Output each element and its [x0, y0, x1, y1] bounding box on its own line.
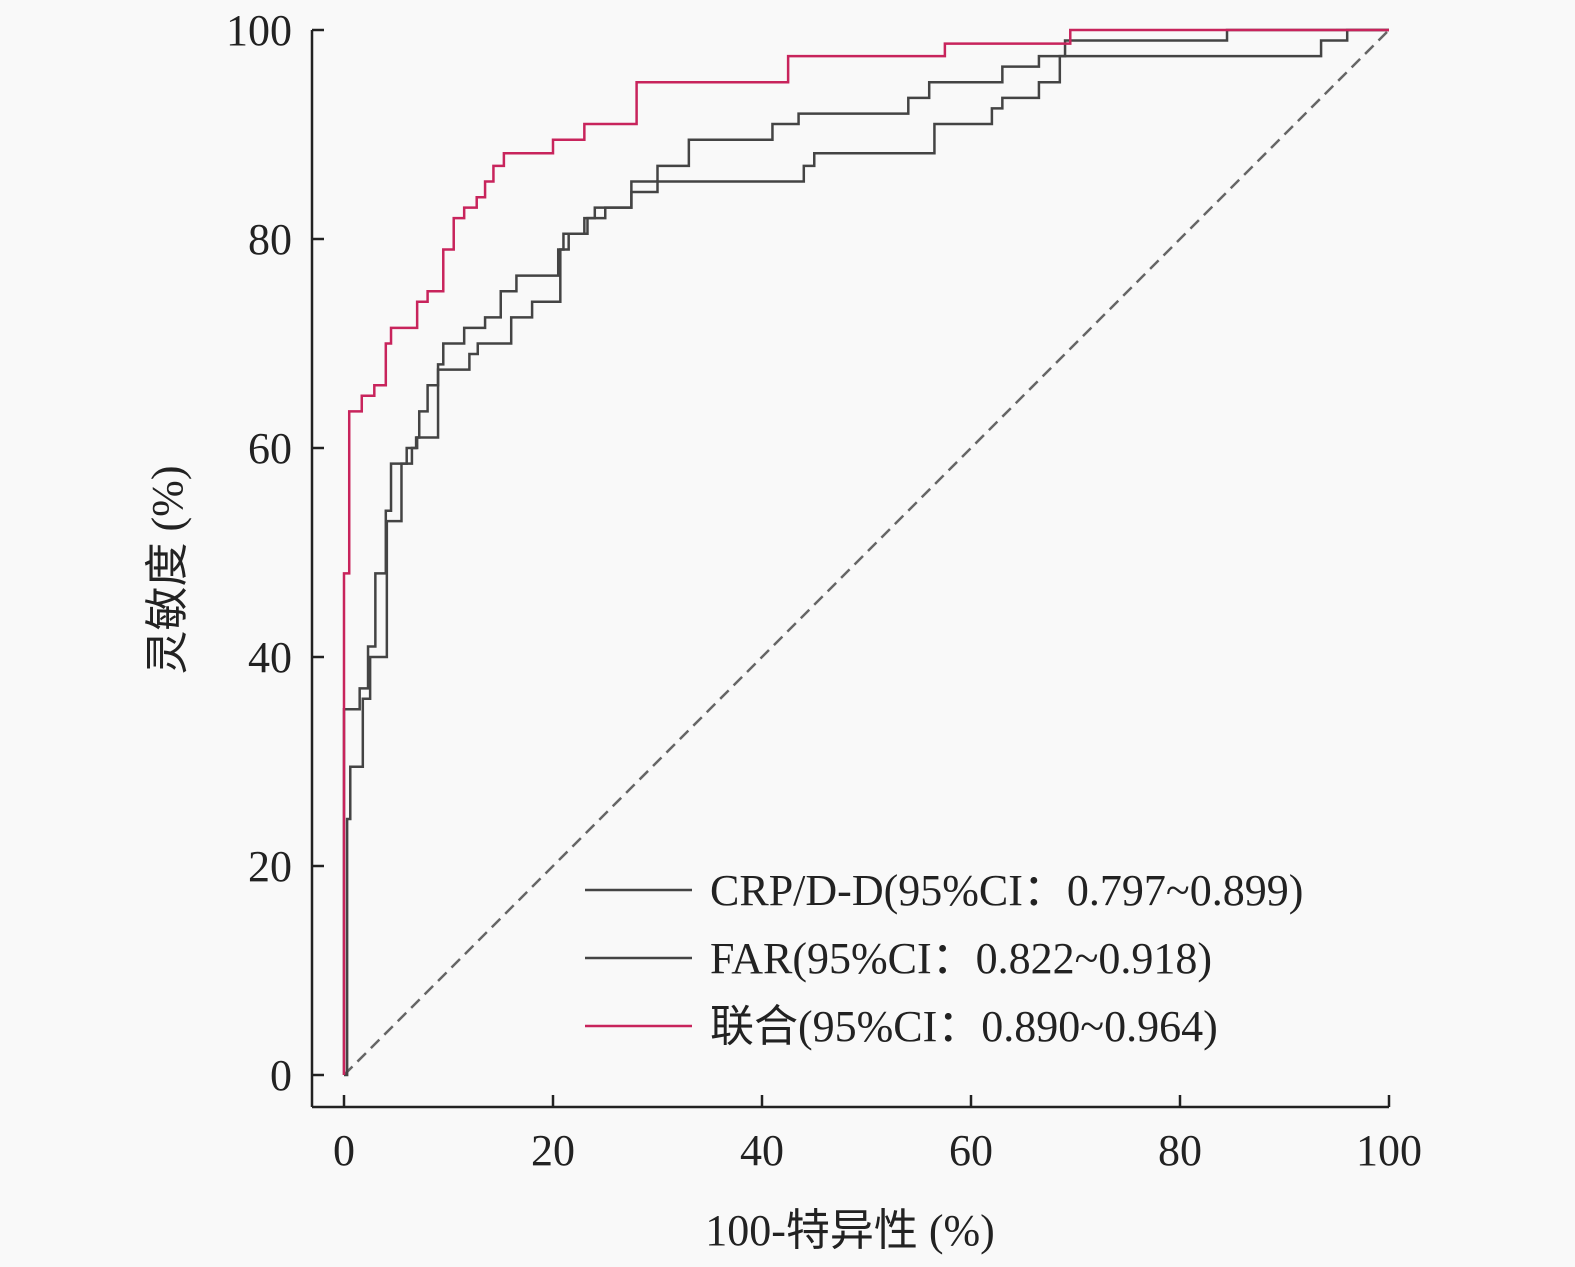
x-tick-label: 100: [1356, 1126, 1422, 1175]
legend: CRP/D-D(95%CI：0.797~0.899) FAR(95%CI：0.82…: [585, 866, 1303, 1051]
roc-curve-3: [342, 28, 1389, 1075]
y-tick-label: 100: [226, 6, 292, 55]
x-tick-label: 0: [333, 1126, 355, 1175]
y-tick-label: 60: [248, 424, 292, 473]
y-tick-label: 80: [248, 215, 292, 264]
x-axis-label: 100-特异性 (%): [705, 1206, 995, 1255]
reference-diagonal: [343, 29, 1390, 1076]
y-tick-label: 40: [248, 633, 292, 682]
y-axis-label: 灵敏度 (%): [143, 466, 192, 675]
roc-curve-1: [342, 28, 1389, 1075]
y-tick-label: 20: [248, 842, 292, 891]
roc-curve-2: [344, 28, 1389, 1077]
x-tick-label: 60: [949, 1126, 993, 1175]
legend-label: 联合(95%CI：0.890~0.964): [710, 1002, 1218, 1051]
x-tick-label: 20: [531, 1126, 575, 1175]
legend-label: CRP/D-D(95%CI：0.797~0.899): [710, 866, 1303, 915]
legend-label: FAR(95%CI：0.822~0.918): [710, 934, 1212, 983]
x-tick-label: 40: [740, 1126, 784, 1175]
x-tick-label: 80: [1158, 1126, 1202, 1175]
y-tick-label: 0: [270, 1051, 292, 1100]
